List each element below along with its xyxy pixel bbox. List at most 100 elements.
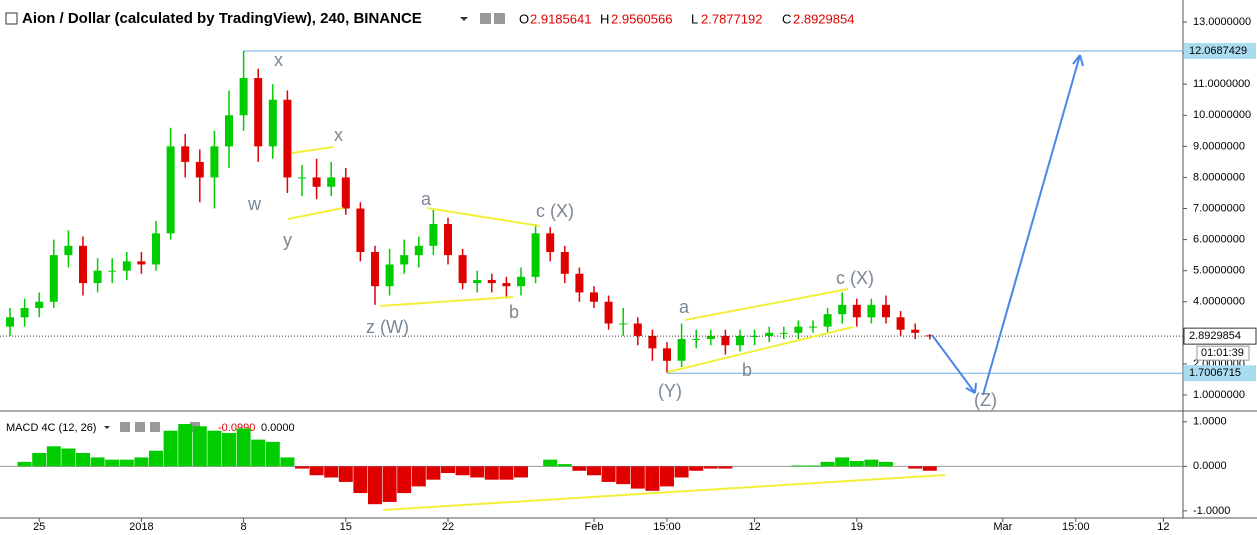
candle-body: [210, 146, 219, 178]
candle-body: [663, 348, 671, 361]
wave-label: c (X): [836, 268, 874, 288]
x-tick-label: Feb: [585, 521, 604, 533]
candle-body: [750, 335, 759, 337]
macd-bar: [689, 466, 704, 471]
macd-bar: [806, 465, 820, 467]
candle-body: [502, 283, 511, 287]
candle-body: [838, 304, 847, 315]
trend-line: [379, 296, 514, 307]
macd-bar: [90, 457, 105, 467]
macd-bar: [105, 459, 120, 467]
menu-icon[interactable]: [5, 12, 18, 25]
ohlc-value: 2.8929854: [793, 11, 854, 26]
macd-bar: [455, 466, 470, 476]
x-tick-label: 12: [1157, 521, 1169, 533]
trend-line: [426, 207, 541, 227]
candle-body: [400, 255, 409, 265]
wave-label: y: [283, 230, 292, 250]
wave-label: c (X): [536, 201, 574, 221]
macd-bar: [543, 459, 558, 467]
arrow-head: [1072, 54, 1084, 67]
candle-body: [531, 233, 540, 277]
macd-bar: [849, 460, 864, 467]
candle-body: [458, 255, 467, 284]
candle-body: [225, 115, 233, 147]
candle-body: [911, 329, 920, 333]
candle-body: [604, 301, 613, 324]
macd-bar: [207, 430, 222, 467]
macd-bar: [324, 466, 339, 478]
candle-body: [823, 314, 832, 327]
macd-bar: [470, 466, 485, 478]
candle-body: [809, 326, 817, 328]
x-tick-label: 8: [241, 521, 247, 533]
y-tick-label: 11.0000000: [1193, 78, 1250, 90]
macd-bar: [119, 459, 134, 467]
y-tick-label: 8.0000000: [1193, 171, 1245, 183]
y-tick-label: 9.0000000: [1193, 140, 1245, 152]
settings-icon[interactable]: [120, 422, 130, 432]
settings-icon[interactable]: [150, 422, 160, 432]
macd-bar: [295, 466, 309, 469]
candle-body: [93, 270, 102, 284]
y-tick-label: 1.0000000: [1193, 389, 1245, 401]
candle-body: [852, 304, 861, 318]
candle-body: [122, 261, 131, 271]
projection-arrow: [982, 54, 1081, 396]
macd-bar: [908, 466, 923, 469]
macd-bar: [61, 448, 76, 467]
x-tick-label: 22: [442, 521, 454, 533]
x-tick-label: Mar: [993, 521, 1012, 533]
candle-body: [64, 245, 73, 256]
candle-body: [79, 245, 87, 284]
x-tick-label: 15: [340, 521, 352, 533]
settings-icon[interactable]: [135, 422, 145, 432]
settings-icon[interactable]: [480, 13, 491, 24]
macd-bar: [441, 466, 455, 474]
candle-body: [385, 264, 394, 287]
candle-body: [312, 177, 321, 187]
candle-body: [356, 208, 365, 253]
y-tick-label: 1.0000: [1193, 416, 1227, 428]
macd-bar: [134, 457, 149, 467]
candle-body: [721, 335, 730, 346]
candle-body: [108, 270, 117, 272]
candle-body: [487, 279, 496, 284]
macd-bar: [484, 466, 499, 480]
countdown-bg: [1196, 345, 1250, 361]
x-tick-label: 2018: [129, 521, 153, 533]
trend-line: [684, 288, 849, 321]
ohlc-label: H: [600, 11, 609, 26]
macd-bar: [864, 459, 879, 467]
macd-bar: [411, 466, 426, 487]
candle-body: [429, 224, 438, 246]
dropdown-icon[interactable]: [104, 426, 110, 429]
candle-body: [896, 317, 905, 330]
x-tick-label: 25: [33, 521, 45, 533]
wave-label: x: [334, 125, 343, 145]
wave-label: a: [421, 189, 432, 209]
y-tick-label: -1.0000: [1193, 505, 1230, 517]
arrow-head: [965, 382, 977, 394]
macd-bar: [616, 466, 631, 485]
ohlc-label: C: [782, 11, 791, 26]
macd-bar: [32, 452, 47, 467]
candle-body: [444, 224, 452, 256]
macd-bar: [222, 432, 236, 467]
candle-body: [137, 261, 146, 265]
candle-body: [6, 317, 14, 327]
macd-bar: [397, 466, 412, 494]
indicator-name: MACD 4C (12, 26): [6, 422, 96, 434]
y-tick-label: 0.0000: [1193, 460, 1227, 472]
macd-bar: [46, 446, 61, 467]
candle-body: [560, 252, 569, 274]
macd-bar: [17, 461, 32, 467]
candle-body: [706, 335, 715, 340]
macd-bar: [718, 466, 733, 469]
wave-label: x: [274, 50, 283, 70]
settings-icon[interactable]: [494, 13, 505, 24]
wave-label: (Y): [658, 381, 682, 401]
candle-body: [882, 304, 890, 318]
y-tick-label: 7.0000000: [1193, 202, 1245, 214]
dropdown-icon[interactable]: [460, 17, 468, 21]
